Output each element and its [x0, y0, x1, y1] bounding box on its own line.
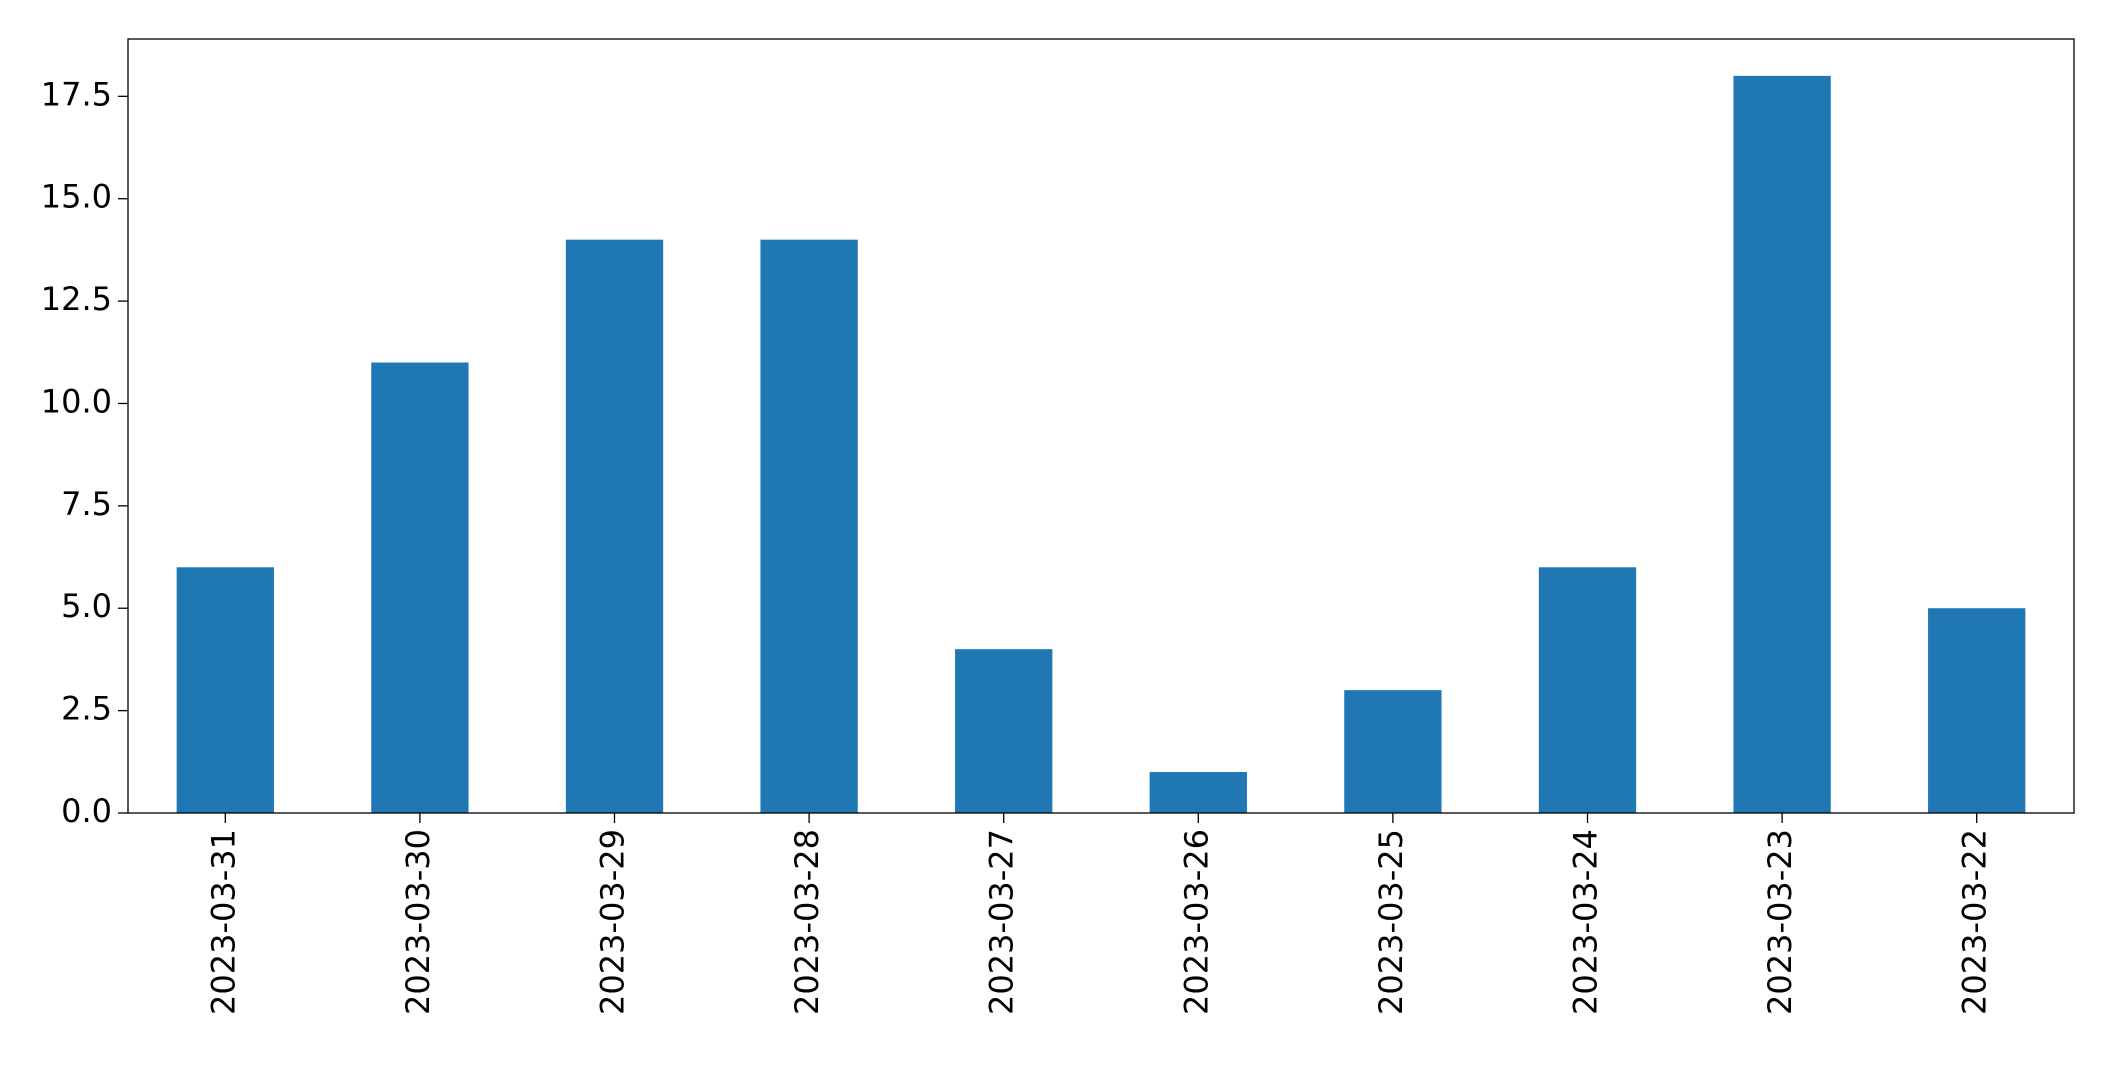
- y-tick-label: 7.5: [61, 485, 112, 523]
- x-tick-label: 2023-03-25: [1372, 829, 1410, 1015]
- x-tick-label: 2023-03-29: [594, 829, 632, 1015]
- y-tick-label: 2.5: [61, 690, 112, 728]
- y-tick-label: 17.5: [41, 75, 112, 113]
- bar: [1149, 772, 1247, 813]
- y-tick-label: 15.0: [41, 178, 112, 216]
- y-tick-label: 10.0: [41, 382, 112, 420]
- bar: [1344, 690, 1442, 813]
- x-tick-label: 2023-03-23: [1761, 829, 1799, 1015]
- x-tick-label: 2023-03-22: [1956, 829, 1994, 1015]
- x-tick-label: 2023-03-28: [788, 829, 826, 1015]
- x-tick-label: 2023-03-26: [1177, 829, 1215, 1015]
- x-tick-label: 2023-03-27: [983, 829, 1021, 1015]
- bar: [760, 239, 858, 813]
- plot-frame: [127, 38, 2075, 814]
- bar: [1733, 75, 1831, 814]
- x-tick-label: 2023-03-31: [204, 829, 242, 1015]
- y-tick-label: 0.0: [61, 792, 112, 830]
- bar: [1538, 567, 1637, 813]
- x-tick-label: 2023-03-30: [399, 829, 437, 1015]
- bar: [1928, 608, 2026, 813]
- y-tick-label: 12.5: [41, 280, 112, 318]
- y-tick-label: 5.0: [61, 587, 112, 625]
- x-tick-label: 2023-03-24: [1567, 829, 1605, 1015]
- bar: [176, 567, 274, 813]
- bar: [955, 649, 1053, 813]
- bar: [371, 362, 469, 813]
- bar: [565, 239, 664, 813]
